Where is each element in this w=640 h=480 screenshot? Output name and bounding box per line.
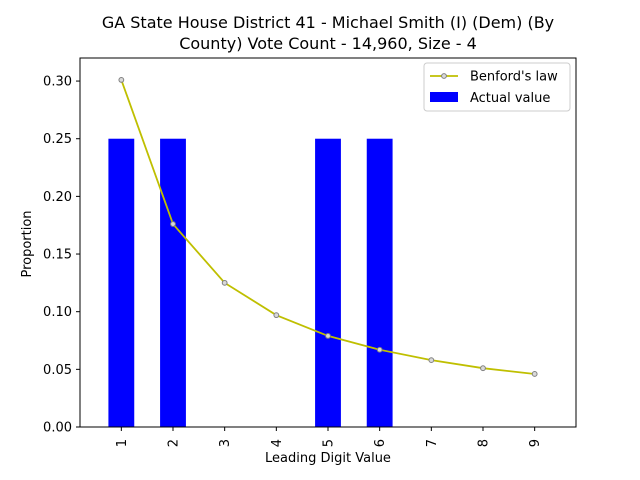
legend-label-actual: Actual value	[470, 91, 550, 106]
y-axis-label: Proportion	[20, 210, 35, 277]
bar-digit-2	[160, 138, 186, 427]
benford-point-2	[170, 221, 176, 227]
x-tick-label: 8	[477, 439, 492, 447]
chart-title-line-1: GA State House District 41 - Michael Smi…	[102, 13, 554, 32]
legend-box	[423, 62, 571, 112]
y-tick-label: 0.10	[43, 305, 72, 320]
benford-point-5	[325, 333, 331, 339]
benford-point-9	[531, 371, 538, 377]
x-axis-label: Leading Digit Value	[265, 451, 391, 466]
x-tick-label: 5	[322, 439, 337, 447]
chart-title-line-2: County) Vote Count - 14,960, Size - 4	[179, 34, 477, 53]
x-tick-label: 3	[218, 439, 233, 447]
x-tick-label: 7	[425, 439, 440, 447]
y-tick-label: 0.30	[43, 75, 72, 90]
benford-point-4	[273, 312, 280, 319]
benford-point-1	[118, 77, 125, 83]
x-tick-label: 2	[167, 439, 182, 447]
x-tick-label: 9	[528, 439, 543, 447]
bar-digit-1	[108, 138, 135, 427]
benford-point-3	[221, 279, 228, 286]
legend-label-benford: Benford's law	[470, 70, 558, 85]
y-tick-label: 0.25	[43, 132, 72, 147]
legend: Benford's law Actual value	[423, 62, 571, 112]
plot-area: 0.00 0.05 0.10 0.15 0.20 0.25 0.30 1 2 3 4 5 6 7 8 9	[43, 57, 577, 447]
y-tick-label: 0.20	[43, 190, 72, 205]
x-tick-label: 6	[373, 439, 388, 447]
bar-digit-6	[366, 138, 393, 427]
legend-marker-swatch	[441, 73, 447, 79]
legend-bar-swatch	[430, 92, 458, 102]
benford-point-7	[428, 357, 435, 364]
x-tick-label: 4	[270, 439, 285, 447]
y-tick-label: 0.05	[43, 363, 72, 378]
bar-digit-5	[315, 138, 341, 427]
y-tick-label: 0.00	[43, 421, 72, 436]
x-tick-label: 1	[115, 439, 130, 447]
benford-point-6	[376, 346, 383, 353]
benford-point-8	[480, 365, 486, 372]
y-tick-label: 0.15	[43, 248, 72, 263]
